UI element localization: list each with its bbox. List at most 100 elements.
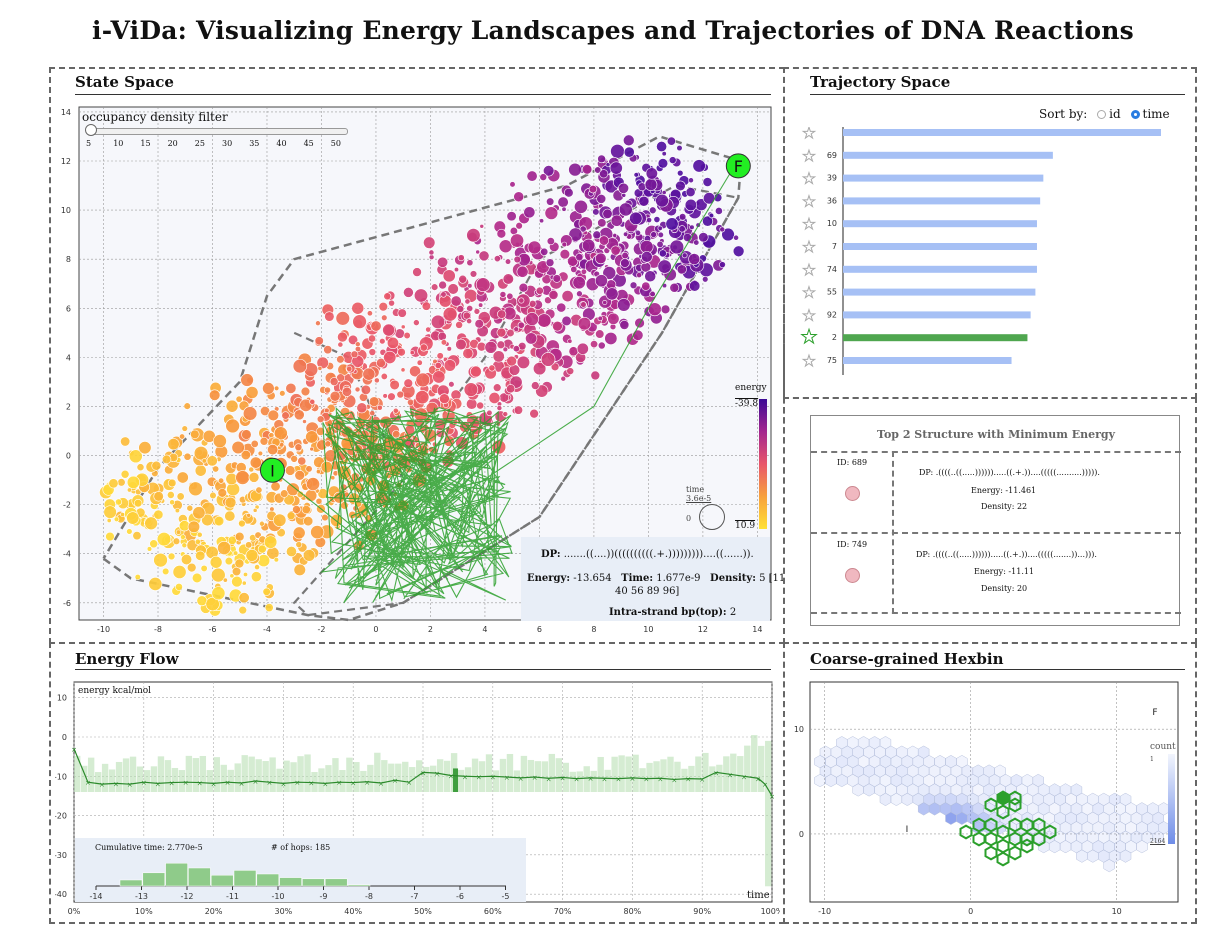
time-label: Time: — [621, 573, 654, 584]
trajectory-bar-chart[interactable]: ★★ 69★ 39★ 36★ 10★ 7★ 74★ 55★ 92★ 2★ 75 — [795, 127, 1180, 377]
sort-radio-time[interactable] — [1130, 110, 1140, 119]
energy-point: × — [378, 780, 384, 788]
state-point — [598, 235, 610, 246]
state-point — [231, 566, 242, 577]
state-point — [299, 398, 313, 412]
state-point — [156, 531, 172, 547]
state-point — [324, 311, 335, 322]
state-point — [179, 433, 186, 440]
state-point — [174, 507, 180, 514]
star-icon[interactable]: ★ — [800, 326, 818, 349]
occupancy-filter-handle[interactable] — [85, 124, 97, 136]
state-point — [186, 562, 197, 573]
cumulative-histogram-box: Cumulative time: 2.770e-5 # of hops: 185 — [75, 838, 526, 902]
state-point — [192, 506, 206, 520]
state-point — [688, 253, 701, 265]
state-space-plot[interactable]: -10 -8 -6 -4 -2 0 2 4 6 8 10 12 1414121086420-2-4-6 … — [55, 100, 777, 638]
state-point — [580, 268, 587, 275]
state-point — [194, 464, 207, 477]
sort-option-time[interactable]: time — [1142, 107, 1170, 121]
star-icon[interactable]: ★ — [802, 238, 816, 257]
state-point — [597, 315, 603, 322]
x-tick-label: 70% — [554, 907, 572, 916]
state-point — [153, 491, 164, 502]
trajectory-bar[interactable] — [843, 334, 1028, 342]
state-point — [466, 318, 473, 325]
state-point — [336, 355, 345, 364]
state-point — [350, 350, 359, 359]
trajectory-bar[interactable] — [843, 129, 1161, 136]
state-point — [579, 225, 587, 233]
state-point — [304, 489, 318, 502]
trajectory-bar[interactable] — [843, 311, 1031, 319]
state-point — [666, 136, 676, 146]
state-point — [447, 283, 459, 295]
star-icon[interactable]: ★ — [802, 127, 816, 143]
hex-cell — [1136, 840, 1148, 854]
hist-bar — [347, 884, 371, 887]
x-tick-label: 10 — [1112, 907, 1122, 916]
star-icon[interactable]: ★ — [802, 192, 816, 211]
trajectory-bar[interactable] — [843, 288, 1036, 296]
star-icon[interactable]: ★ — [802, 169, 816, 188]
state-point — [488, 364, 496, 372]
filter-tick-label: 45 — [303, 139, 314, 148]
star-icon[interactable]: ★ — [802, 260, 816, 279]
trajectory-bar[interactable] — [843, 357, 1012, 364]
state-point — [249, 456, 262, 469]
y-tick-label: -4 — [63, 550, 71, 559]
hexbin-plot[interactable]: I F -10 0 10 10 0 — [790, 678, 1185, 918]
state-point — [351, 301, 365, 315]
energy-point: × — [141, 779, 147, 787]
structure-2-dot[interactable] — [845, 568, 860, 583]
sort-option-id[interactable]: id — [1109, 107, 1121, 121]
occupancy-filter-track[interactable] — [86, 128, 348, 135]
trajectory-bar[interactable] — [843, 151, 1053, 159]
state-point — [653, 216, 661, 223]
star-icon[interactable]: ★ — [802, 352, 816, 371]
sort-radio-id[interactable] — [1097, 110, 1107, 119]
energy-bar — [255, 759, 262, 792]
structure-1-dot[interactable] — [845, 486, 860, 501]
state-point — [240, 449, 251, 461]
star-icon[interactable]: ★ — [802, 306, 816, 325]
state-point — [693, 239, 700, 246]
state-point — [588, 184, 598, 194]
trajectory-bar[interactable] — [843, 220, 1037, 228]
state-point — [513, 191, 525, 203]
state-point — [657, 259, 672, 274]
state-point — [619, 319, 630, 330]
occupancy-filter[interactable]: occupancy density filter 5 10 15 20 25 30 35 40… — [82, 110, 352, 150]
energy-bar — [346, 757, 353, 792]
initial-state-marker-label: I — [270, 461, 275, 480]
state-point — [285, 465, 296, 476]
state-point — [458, 274, 468, 284]
occupancy-filter-ticks: 5 10 15 20 25 30 35 40 45 50 — [86, 139, 346, 151]
state-point — [561, 315, 572, 327]
state-point — [225, 399, 239, 413]
trajectory-bar[interactable] — [843, 197, 1041, 205]
cumulative-histogram[interactable]: -14 -13 -12 -11 -10 -9 -8 -7 -6 -5 — [75, 838, 526, 908]
trajectory-bar[interactable] — [843, 265, 1037, 273]
state-point — [409, 350, 415, 356]
state-point — [392, 407, 399, 414]
state-point — [172, 537, 181, 546]
state-point — [388, 299, 395, 307]
hex-trajectory-cell — [996, 804, 1010, 820]
energy-legend-max: -39.8 — [735, 399, 759, 409]
star-icon[interactable]: ★ — [802, 146, 816, 165]
state-point — [290, 455, 298, 463]
energy-point: × — [616, 776, 622, 784]
energy-bar — [639, 768, 646, 792]
state-point — [437, 256, 449, 268]
energy-flow-chart[interactable]: × × × × × × × × × × × × × × × × × × × × × × × × × × × × × × × × × × × × × × × ×… — [55, 678, 780, 918]
trajectory-bar[interactable] — [843, 243, 1037, 250]
state-point — [597, 154, 606, 164]
state-point — [448, 381, 455, 388]
energy-bar — [402, 761, 409, 792]
trajectory-bar[interactable] — [843, 174, 1044, 182]
state-point — [572, 276, 586, 290]
sort-control: Sort by: id time — [1039, 107, 1170, 121]
star-icon[interactable]: ★ — [802, 283, 816, 302]
star-icon[interactable]: ★ — [802, 215, 816, 234]
